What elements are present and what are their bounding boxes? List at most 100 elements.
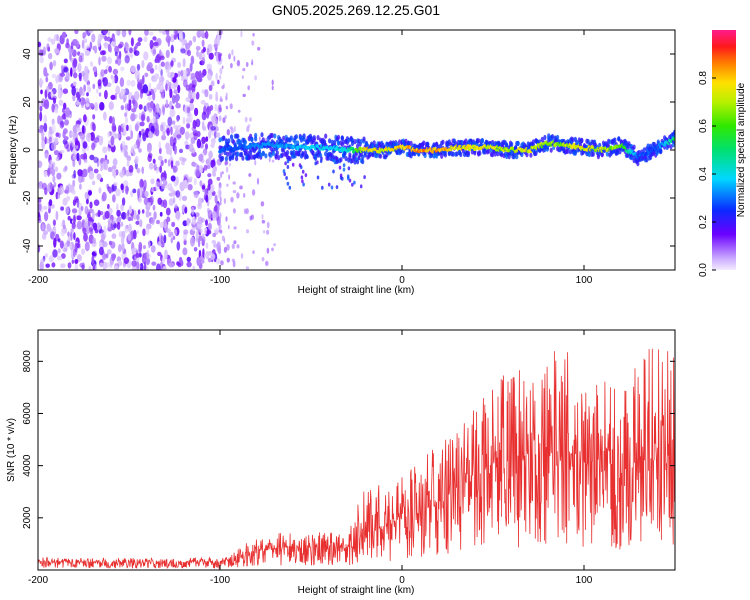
spectrogram-track-cell xyxy=(236,133,240,139)
spectrogram-noise-cell xyxy=(98,92,102,97)
spectrogram-track-cell xyxy=(359,184,363,189)
spectrogram-noise-cell xyxy=(134,90,140,101)
spectrogram-track-cell xyxy=(228,154,232,160)
spectrogram-noise-cell xyxy=(72,39,78,44)
spectrogram-noise-cell xyxy=(116,209,121,217)
spectrogram-noise-cell xyxy=(72,94,76,102)
spectrogram-noise-cell xyxy=(260,201,265,207)
spectrogram-track-cell xyxy=(277,155,281,161)
spectrogram-noise-cell xyxy=(201,111,207,121)
spectrogram-noise-cell xyxy=(172,165,178,173)
spectrogram-noise-cell xyxy=(245,266,250,270)
spectrogram-noise-cell xyxy=(116,203,119,212)
spectrogram-noise-cell xyxy=(132,188,137,194)
spectrogram-noise-cell xyxy=(208,93,213,100)
spectrogram-noise-cell xyxy=(63,128,68,135)
spectrogram-track-cell xyxy=(451,151,455,157)
spectrogram-noise-cell xyxy=(153,163,157,171)
spectrogram-noise-cell xyxy=(53,237,57,248)
spectrogram-track-cell xyxy=(261,151,265,157)
spectrogram-noise-cell xyxy=(214,228,220,234)
spectrogram-track-cell xyxy=(478,150,482,156)
spectrogram-noise-cell xyxy=(73,232,76,241)
spectrogram-noise-cell xyxy=(226,129,230,136)
spectrogram-noise-cell xyxy=(65,206,70,215)
spectrogram-noise-cell xyxy=(207,209,213,220)
spectrogram-noise-cell xyxy=(73,153,77,161)
snr-panel: -200 -100 0 100 2000 4000 6000 8000 Height of s… xyxy=(6,329,676,596)
spectrogram-noise-cell xyxy=(153,211,157,220)
spectrogram-noise-cell xyxy=(49,136,52,143)
spectrogram-noise-cell xyxy=(174,229,178,236)
spectrogram-noise-cell xyxy=(135,252,140,258)
spectrogram-noise-cell xyxy=(73,215,76,225)
spectrogram-noise-cell xyxy=(132,151,136,156)
spectrogram-noise-cell xyxy=(212,166,216,176)
spectrogram-noise-cell xyxy=(155,168,159,174)
spectrogram-noise-cell xyxy=(56,172,62,180)
spectrogram-noise-cell xyxy=(83,221,88,229)
spectrogram-noise-cell xyxy=(48,208,51,214)
spectrogram-noise-cell xyxy=(101,55,107,62)
spectrogram-track-cell xyxy=(286,159,290,164)
spectrogram-noise-cell xyxy=(146,257,151,265)
spectrogram-track-cell xyxy=(608,139,612,145)
spectrogram-noise-cell xyxy=(88,190,92,196)
spectrogram-noise-cell xyxy=(153,41,159,47)
spectrogram-track-cell xyxy=(404,138,408,144)
spectrogram-noise-cell xyxy=(207,183,211,191)
spectrogram-track-cell xyxy=(336,140,341,146)
spectrogram-y-tick-label: 0 xyxy=(22,147,33,153)
spectrogram-noise-cell xyxy=(79,132,86,140)
spectrogram-noise-cell xyxy=(195,238,199,243)
spectrogram-noise-cell xyxy=(99,262,104,268)
spectrogram-noise-cell xyxy=(87,84,91,90)
spectrogram-noise-cell xyxy=(150,100,154,109)
spectrogram-noise-cell xyxy=(206,105,212,116)
spectrogram-noise-cell xyxy=(40,258,45,264)
spectrogram-noise-cell xyxy=(81,91,85,96)
spectrogram-noise-cell xyxy=(72,199,76,207)
spectrogram-noise-cell xyxy=(271,79,274,86)
spectrogram-track-cell xyxy=(274,154,278,160)
spectrogram-noise-cell xyxy=(128,124,132,133)
spectrogram-noise-cell xyxy=(43,170,48,178)
spectrogram-noise-cell xyxy=(103,111,107,121)
spectrogram-noise-cell xyxy=(60,222,63,227)
spectrogram-noise-cell xyxy=(92,123,96,132)
spectrogram-noise-cell xyxy=(55,74,59,84)
spectrogram-noise-cell xyxy=(143,51,149,61)
spectrogram-y-tick-label: 40 xyxy=(22,48,33,60)
spectrogram-noise-cell xyxy=(219,196,222,203)
spectrogram-noise-cell xyxy=(51,262,56,268)
spectrogram-noise-cell xyxy=(137,209,141,215)
spectrogram-noise-cell xyxy=(136,167,141,174)
snr-xlabel: Height of straight line (km) xyxy=(298,585,415,596)
spectrogram-noise-cell xyxy=(70,131,75,137)
spectrogram-noise-cell xyxy=(186,116,191,125)
spectrogram-noise-cell xyxy=(108,66,112,73)
spectrogram-noise-cell xyxy=(165,99,168,107)
spectrogram-noise-cell xyxy=(232,208,236,214)
spectrogram-noise-cell xyxy=(130,130,133,140)
spectrogram-x-tick-label: 100 xyxy=(576,275,593,286)
spectrogram-noise-cell xyxy=(83,38,88,44)
spectrogram-track-cell xyxy=(316,135,320,141)
spectrogram-y-tick-label: 20 xyxy=(22,96,33,108)
spectrogram-noise-cell xyxy=(161,134,167,141)
spectrogram-track-cell xyxy=(573,150,578,156)
spectrogram-noise-cell xyxy=(112,169,117,177)
spectrogram-noise-cell xyxy=(71,86,76,96)
spectrogram-noise-cell xyxy=(111,255,116,262)
spectrogram-noise-cell xyxy=(139,79,144,84)
snr-x-tick-label: -100 xyxy=(210,575,230,586)
spectrogram-noise-cell xyxy=(67,236,71,242)
spectrogram-noise-cell xyxy=(86,132,92,142)
spectrogram-noise-cell xyxy=(82,168,88,178)
spectrogram-track-cell xyxy=(520,151,524,158)
spectrogram-noise-cell xyxy=(129,47,133,54)
spectrogram-track-cell xyxy=(328,138,332,144)
spectrogram-noise-cell xyxy=(54,166,59,172)
spectrogram-noise-cell xyxy=(44,89,47,99)
